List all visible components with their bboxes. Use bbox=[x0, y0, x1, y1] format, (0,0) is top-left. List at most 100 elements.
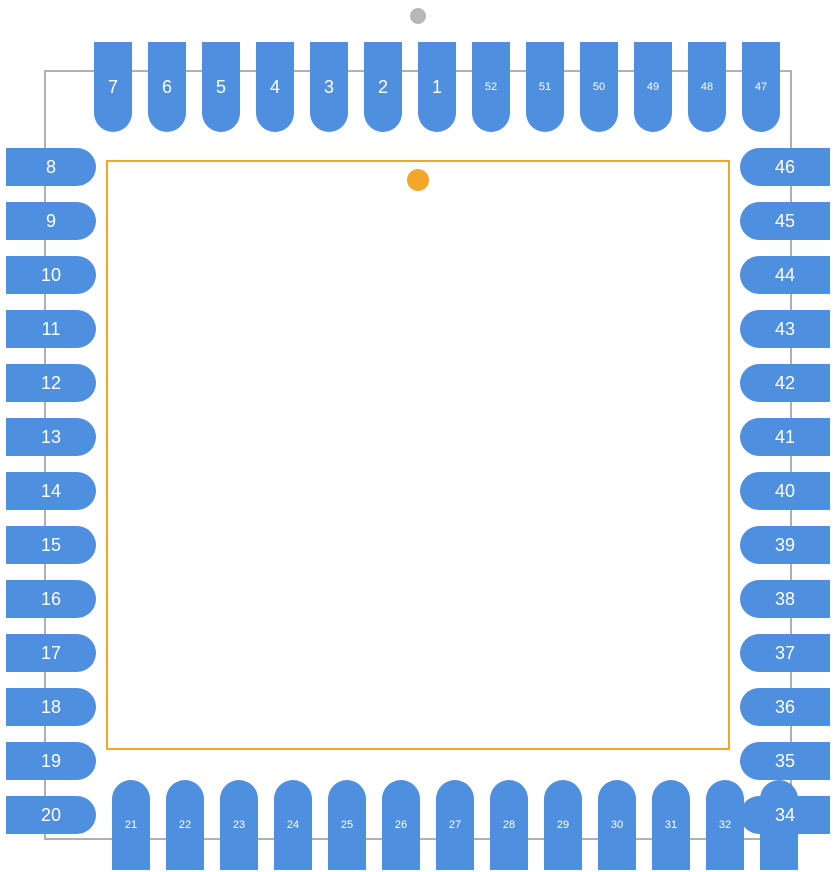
pin1-orientation-dot-body bbox=[407, 169, 429, 191]
pin-label: 6 bbox=[162, 77, 172, 98]
pin-17: 17 bbox=[6, 634, 96, 672]
pin-label: 32 bbox=[719, 819, 731, 831]
pin-31: 31 bbox=[652, 780, 690, 870]
pin-52: 52 bbox=[472, 42, 510, 132]
pin-38: 38 bbox=[740, 580, 830, 618]
pin-label: 3 bbox=[324, 77, 334, 98]
pin-label: 43 bbox=[775, 319, 795, 340]
pin-23: 23 bbox=[220, 780, 258, 870]
pin-label: 46 bbox=[775, 157, 795, 178]
pin-39: 39 bbox=[740, 526, 830, 564]
pin-5: 5 bbox=[202, 42, 240, 132]
pin-label: 13 bbox=[41, 427, 61, 448]
pin-28: 28 bbox=[490, 780, 528, 870]
pin-label: 22 bbox=[179, 819, 191, 831]
pin-18: 18 bbox=[6, 688, 96, 726]
package-body-outline bbox=[106, 160, 730, 750]
pin-15: 15 bbox=[6, 526, 96, 564]
pin-label: 16 bbox=[41, 589, 61, 610]
pin-label: 51 bbox=[539, 81, 551, 93]
pin-51: 51 bbox=[526, 42, 564, 132]
pin-48: 48 bbox=[688, 42, 726, 132]
pin-42: 42 bbox=[740, 364, 830, 402]
pin-label: 30 bbox=[611, 819, 623, 831]
pin-label: 12 bbox=[41, 373, 61, 394]
pin-label: 44 bbox=[775, 265, 795, 286]
pin-label: 25 bbox=[341, 819, 353, 831]
pin1-orientation-dot-silk bbox=[410, 8, 426, 24]
pin-label: 19 bbox=[41, 751, 61, 772]
pin-14: 14 bbox=[6, 472, 96, 510]
pin-label: 49 bbox=[647, 81, 659, 93]
pin-19: 19 bbox=[6, 742, 96, 780]
pin-50: 50 bbox=[580, 42, 618, 132]
pin-label: 50 bbox=[593, 81, 605, 93]
pin-20: 20 bbox=[6, 796, 96, 834]
pin-label: 2 bbox=[378, 77, 388, 98]
pin-21: 21 bbox=[112, 780, 150, 870]
pin-label: 20 bbox=[41, 805, 61, 826]
pin-1: 1 bbox=[418, 42, 456, 132]
pin-37: 37 bbox=[740, 634, 830, 672]
pin-47: 47 bbox=[742, 42, 780, 132]
pin-label: 45 bbox=[775, 211, 795, 232]
pin-label: 52 bbox=[485, 81, 497, 93]
pin-label: 14 bbox=[41, 481, 61, 502]
pin-label: 36 bbox=[775, 697, 795, 718]
pin-40: 40 bbox=[740, 472, 830, 510]
pin-label: 27 bbox=[449, 819, 461, 831]
pin-label: 4 bbox=[270, 77, 280, 98]
pin-26: 26 bbox=[382, 780, 420, 870]
pin-43: 43 bbox=[740, 310, 830, 348]
pin-label: 23 bbox=[233, 819, 245, 831]
pin-30: 30 bbox=[598, 780, 636, 870]
pin-label: 9 bbox=[46, 211, 56, 232]
pin-44: 44 bbox=[740, 256, 830, 294]
pin-3: 3 bbox=[310, 42, 348, 132]
pin-label: 48 bbox=[701, 81, 713, 93]
pin-41: 41 bbox=[740, 418, 830, 456]
pin-10: 10 bbox=[6, 256, 96, 294]
pin-label: 37 bbox=[775, 643, 795, 664]
pin-label: 34 bbox=[775, 805, 795, 826]
pin-label: 18 bbox=[41, 697, 61, 718]
pin-32: 32 bbox=[706, 780, 744, 870]
pin-label: 29 bbox=[557, 819, 569, 831]
pin-label: 15 bbox=[41, 535, 61, 556]
pin-label: 8 bbox=[46, 157, 56, 178]
pin-46: 46 bbox=[740, 148, 830, 186]
plcc-footprint-diagram: 7654321525150494847891011121314151617181… bbox=[0, 0, 836, 872]
pin-49: 49 bbox=[634, 42, 672, 132]
pin-label: 1 bbox=[432, 77, 442, 98]
pin-label: 17 bbox=[41, 643, 61, 664]
pin-11: 11 bbox=[6, 310, 96, 348]
pin-24: 24 bbox=[274, 780, 312, 870]
pin-27: 27 bbox=[436, 780, 474, 870]
pin-2: 2 bbox=[364, 42, 402, 132]
pin-16: 16 bbox=[6, 580, 96, 618]
pin-label: 42 bbox=[775, 373, 795, 394]
pin-label: 5 bbox=[216, 77, 226, 98]
pin-label: 26 bbox=[395, 819, 407, 831]
pin-29: 29 bbox=[544, 780, 582, 870]
pin-8: 8 bbox=[6, 148, 96, 186]
pin-45: 45 bbox=[740, 202, 830, 240]
pin-label: 41 bbox=[775, 427, 795, 448]
pin-label: 28 bbox=[503, 819, 515, 831]
pin-label: 31 bbox=[665, 819, 677, 831]
pin-4: 4 bbox=[256, 42, 294, 132]
pin-22: 22 bbox=[166, 780, 204, 870]
pin-36: 36 bbox=[740, 688, 830, 726]
pin-label: 35 bbox=[775, 751, 795, 772]
pin-label: 40 bbox=[775, 481, 795, 502]
pin-7: 7 bbox=[94, 42, 132, 132]
pin-35: 35 bbox=[740, 742, 830, 780]
pin-label: 47 bbox=[755, 81, 767, 93]
pin-6: 6 bbox=[148, 42, 186, 132]
pin-13: 13 bbox=[6, 418, 96, 456]
pin-label: 11 bbox=[42, 319, 61, 340]
pin-label: 21 bbox=[125, 819, 137, 831]
pin-label: 7 bbox=[108, 77, 118, 98]
pin-25: 25 bbox=[328, 780, 366, 870]
pin-9: 9 bbox=[6, 202, 96, 240]
